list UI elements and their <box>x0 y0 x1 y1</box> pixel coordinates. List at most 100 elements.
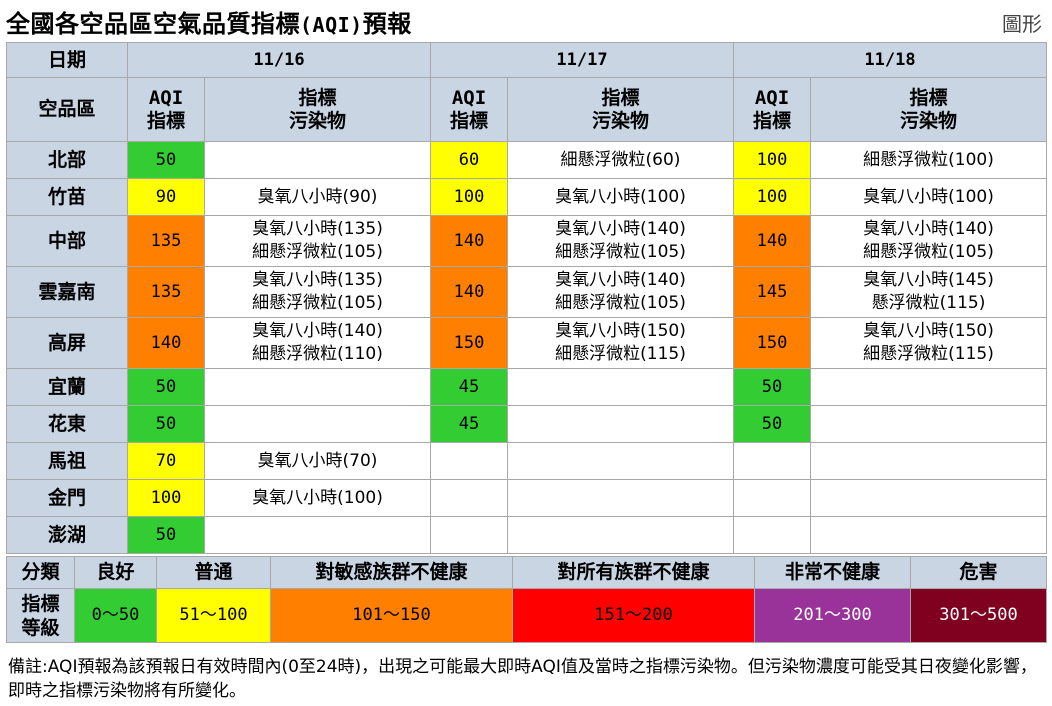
pollutant-entry: 臭氧八小時(150) <box>863 321 994 341</box>
aqi-value: 50 <box>127 141 205 179</box>
pollutant-cell: 臭氧八小時(100) <box>810 178 1047 216</box>
pollutant-entry: 細懸浮微粒(110) <box>252 344 383 364</box>
pollutant-cell <box>507 516 734 554</box>
legend-category-name: 危害 <box>910 556 1047 589</box>
aqi-column-header: AQI 指標 <box>430 77 508 142</box>
pollutant-cell <box>810 479 1047 517</box>
aqi-column-header: AQI 指標 <box>127 77 205 142</box>
aqi-value: 50 <box>127 516 205 554</box>
pollutant-entry: 臭氧八小時(90) <box>257 186 378 207</box>
aqi-value: 50 <box>127 368 205 406</box>
aqi-value <box>733 516 811 554</box>
legend-category-name: 非常不健康 <box>754 556 911 589</box>
pollutant-cell: 臭氧八小時(150) 細懸浮微粒(115) <box>507 317 734 369</box>
pollutant-cell: 臭氧八小時(150) 細懸浮微粒(115) <box>810 317 1047 369</box>
pollutant-entry: 細懸浮微粒(105) <box>252 242 383 262</box>
pollutant-cell: 臭氧八小時(100) <box>204 479 431 517</box>
aqi-value: 140 <box>430 266 508 318</box>
pollutant-entry: 臭氧八小時(140) <box>863 219 994 239</box>
page-header: 全國各空品區空氣品質指標(AQI)預報 圖形 <box>6 0 1046 40</box>
table-row: 金門 100 臭氧八小時(100) <box>6 479 1047 517</box>
pollutant-entry: 臭氧八小時(135) <box>252 270 383 290</box>
pollutant-entry: 臭氧八小時(100) <box>555 186 686 207</box>
table-row: 宜蘭 50 45 50 <box>6 368 1047 406</box>
table-row: 北部 50 60 細懸浮微粒(60) 100 細懸浮微粒(100) <box>6 141 1047 179</box>
legend-level-label: 指標 等級 <box>6 588 75 643</box>
aqi-value: 140 <box>430 215 508 267</box>
table-row: 中部 135 臭氧八小時(135) 細懸浮微粒(105) 140 臭氧八小時(140) 細懸… <box>6 215 1047 267</box>
pollutant-entry: 細懸浮微粒(115) <box>555 344 686 364</box>
table-row: 高屏 140 臭氧八小時(140) 細懸浮微粒(110) 150 臭氧八小時(150) 細懸… <box>6 317 1047 369</box>
pollutant-cell: 臭氧八小時(135) 細懸浮微粒(105) <box>204 266 431 318</box>
pollutant-cell: 臭氧八小時(140) 細懸浮微粒(105) <box>507 215 734 267</box>
table-row: 花東 50 45 50 <box>6 405 1047 443</box>
aqi-value <box>430 479 508 517</box>
region-name: 宜蘭 <box>6 368 128 406</box>
pollutant-cell <box>507 442 734 480</box>
pollutant-entry: 臭氧八小時(140) <box>555 270 686 290</box>
pollutant-column-header: 指標 污染物 <box>810 77 1047 142</box>
legend-range: 101～150 <box>270 588 513 643</box>
legend-range: 151～200 <box>512 588 755 643</box>
region-name: 高屏 <box>6 317 128 369</box>
aqi-value: 45 <box>430 405 508 443</box>
pollutant-entry: 臭氧八小時(140) <box>555 219 686 239</box>
aqi-value: 135 <box>127 266 205 318</box>
pollutant-entry: 細懸浮微粒(105) <box>863 242 994 262</box>
aqi-value: 135 <box>127 215 205 267</box>
pollutant-cell: 臭氧八小時(100) <box>507 178 734 216</box>
date-column-header: 11/18 <box>733 42 1047 78</box>
graph-view-link[interactable]: 圖形 <box>1002 12 1042 36</box>
footnote: 備註:AQI預報為該預報日有效時間內(0至24時)，出現之可能最大即時AQI值及… <box>8 657 1037 701</box>
pollutant-cell: 臭氧八小時(70) <box>204 442 431 480</box>
pollutant-cell <box>507 368 734 406</box>
pollutant-cell: 臭氧八小時(145) 懸浮微粒(115) <box>810 266 1047 318</box>
region-name: 花東 <box>6 405 128 443</box>
aqi-value: 100 <box>733 141 811 179</box>
aqi-column-header: AQI 指標 <box>733 77 811 142</box>
pollutant-cell <box>507 479 734 517</box>
pollutant-entry: 臭氧八小時(135) <box>252 219 383 239</box>
legend-range: 0～50 <box>74 588 157 643</box>
date-header: 日期 <box>6 42 128 78</box>
date-column-header: 11/16 <box>127 42 431 78</box>
aqi-value: 100 <box>127 479 205 517</box>
pollutant-entry: 臭氧八小時(140) <box>252 321 383 341</box>
aqi-value: 60 <box>430 141 508 179</box>
pollutant-entry: 細懸浮微粒(60) <box>560 149 681 170</box>
region-name: 澎湖 <box>6 516 128 554</box>
legend-category-name: 普通 <box>156 556 271 589</box>
pollutant-entry: 臭氧八小時(100) <box>252 487 383 508</box>
aqi-forecast-table: 日期 11/16 11/17 11/18 空品區 AQI 指標 指標 污染物 AQI… <box>6 42 1047 554</box>
page-title: 全國各空品區空氣品質指標(AQI)預報 <box>6 10 412 38</box>
pollutant-cell <box>810 516 1047 554</box>
pollutant-column-header: 指標 污染物 <box>204 77 431 142</box>
region-name: 中部 <box>6 215 128 267</box>
pollutant-entry: 懸浮微粒(115) <box>871 293 986 313</box>
pollutant-cell: 臭氧八小時(140) 細懸浮微粒(105) <box>507 266 734 318</box>
pollutant-cell <box>204 516 431 554</box>
aqi-value: 100 <box>430 178 508 216</box>
pollutant-cell: 臭氧八小時(140) 細懸浮微粒(105) <box>810 215 1047 267</box>
table-row: 雲嘉南 135 臭氧八小時(135) 細懸浮微粒(105) 140 臭氧八小時(140) 細… <box>6 266 1047 318</box>
aqi-value: 150 <box>733 317 811 369</box>
pollutant-cell <box>204 405 431 443</box>
aqi-value: 45 <box>430 368 508 406</box>
region-name: 馬祖 <box>6 442 128 480</box>
region-name: 金門 <box>6 479 128 517</box>
pollutant-cell: 臭氧八小時(90) <box>204 178 431 216</box>
pollutant-cell: 細懸浮微粒(100) <box>810 141 1047 179</box>
aqi-value: 50 <box>733 368 811 406</box>
aqi-value: 150 <box>430 317 508 369</box>
pollutant-entry: 臭氧八小時(70) <box>257 450 378 471</box>
legend-range: 301～500 <box>910 588 1047 643</box>
aqi-value <box>430 516 508 554</box>
aqi-value: 140 <box>127 317 205 369</box>
legend-category-label: 分類 <box>6 556 75 589</box>
aqi-value: 140 <box>733 215 811 267</box>
aqi-value: 70 <box>127 442 205 480</box>
pollutant-entry: 臭氧八小時(150) <box>555 321 686 341</box>
pollutant-cell <box>810 368 1047 406</box>
legend-category-name: 對所有族群不健康 <box>512 556 755 589</box>
legend-range: 51～100 <box>156 588 271 643</box>
